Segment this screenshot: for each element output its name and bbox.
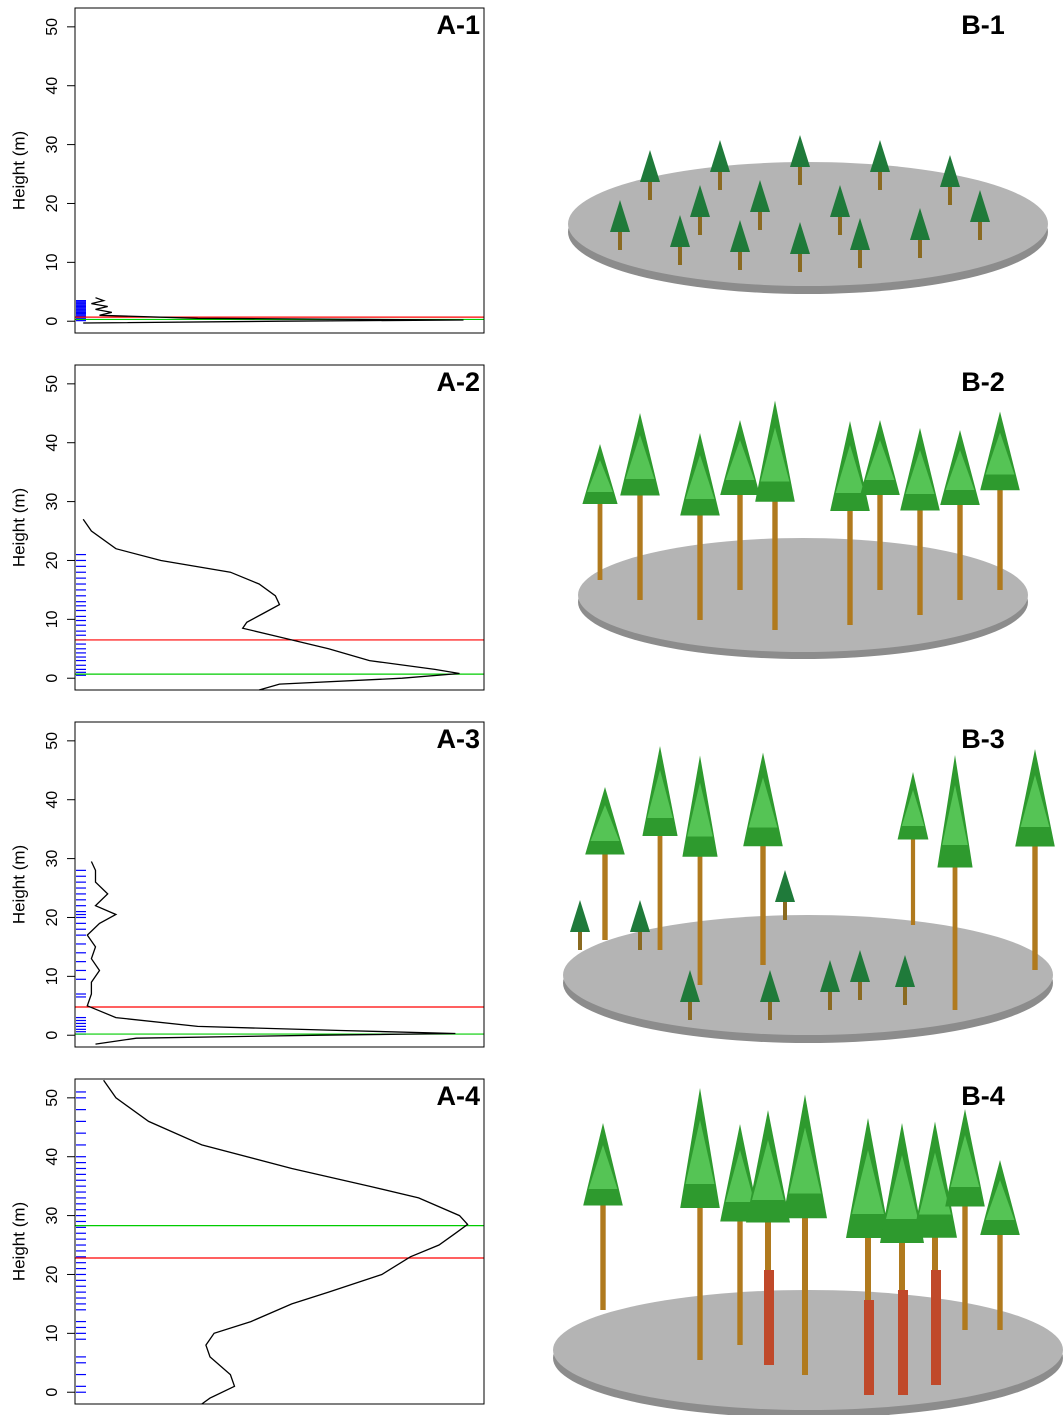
density-curve — [87, 862, 455, 1045]
figure: 0 10 20 30 40 50 Height (m) A-1 B-1 0 10 20 30 40 50 He… — [0, 0, 1064, 1415]
render-b1 — [568, 135, 1048, 294]
panel-title: A-4 — [436, 1081, 480, 1111]
y-tick-label: 20 — [44, 194, 61, 212]
y-tick-label: 50 — [44, 18, 61, 36]
image-label: B-1 — [961, 10, 1005, 40]
y-tick-label: 20 — [44, 1265, 61, 1283]
y-tick-label: 40 — [44, 77, 61, 95]
y-axis-label: Height (m) — [9, 131, 28, 210]
y-axis-label: Height (m) — [9, 488, 28, 567]
y-tick-label: 20 — [44, 908, 61, 926]
y-tick-label: 50 — [44, 375, 61, 393]
y-axis-label: Height (m) — [9, 1202, 28, 1281]
render-b3 — [563, 746, 1055, 1043]
plot-frame — [75, 365, 484, 690]
density-curve — [83, 519, 459, 690]
density-curve — [104, 1080, 468, 1404]
plot-frame — [75, 8, 484, 333]
y-tick-label: 10 — [44, 253, 61, 271]
y-tick-label: 30 — [44, 493, 61, 511]
panel-title: A-3 — [436, 724, 480, 754]
y-tick-label: 30 — [44, 1207, 61, 1225]
y-tick-label: 10 — [44, 610, 61, 628]
y-tick-label: 20 — [44, 551, 61, 569]
y-tick-label: 0 — [44, 317, 61, 326]
y-tick-label: 50 — [44, 1089, 61, 1107]
render-b4 — [553, 1088, 1063, 1415]
y-tick-label: 40 — [44, 1148, 61, 1166]
image-label: B-3 — [961, 724, 1005, 754]
plot-frame — [75, 1079, 484, 1404]
image-label: B-2 — [961, 367, 1005, 397]
panel-title: A-2 — [436, 367, 480, 397]
y-tick-label: 10 — [44, 967, 61, 985]
plot-frame — [75, 722, 484, 1047]
y-tick-label: 0 — [44, 1388, 61, 1397]
y-tick-label: 40 — [44, 434, 61, 452]
y-tick-label: 30 — [44, 136, 61, 154]
y-tick-label: 30 — [44, 850, 61, 868]
render-b2 — [578, 401, 1028, 660]
image-label: B-4 — [961, 1081, 1005, 1111]
y-tick-label: 0 — [44, 1031, 61, 1040]
y-tick-label: 40 — [44, 791, 61, 809]
panel-title: A-1 — [436, 10, 480, 40]
y-axis-label: Height (m) — [9, 845, 28, 924]
y-tick-label: 50 — [44, 732, 61, 750]
y-tick-label: 10 — [44, 1324, 61, 1342]
y-tick-label: 0 — [44, 674, 61, 683]
